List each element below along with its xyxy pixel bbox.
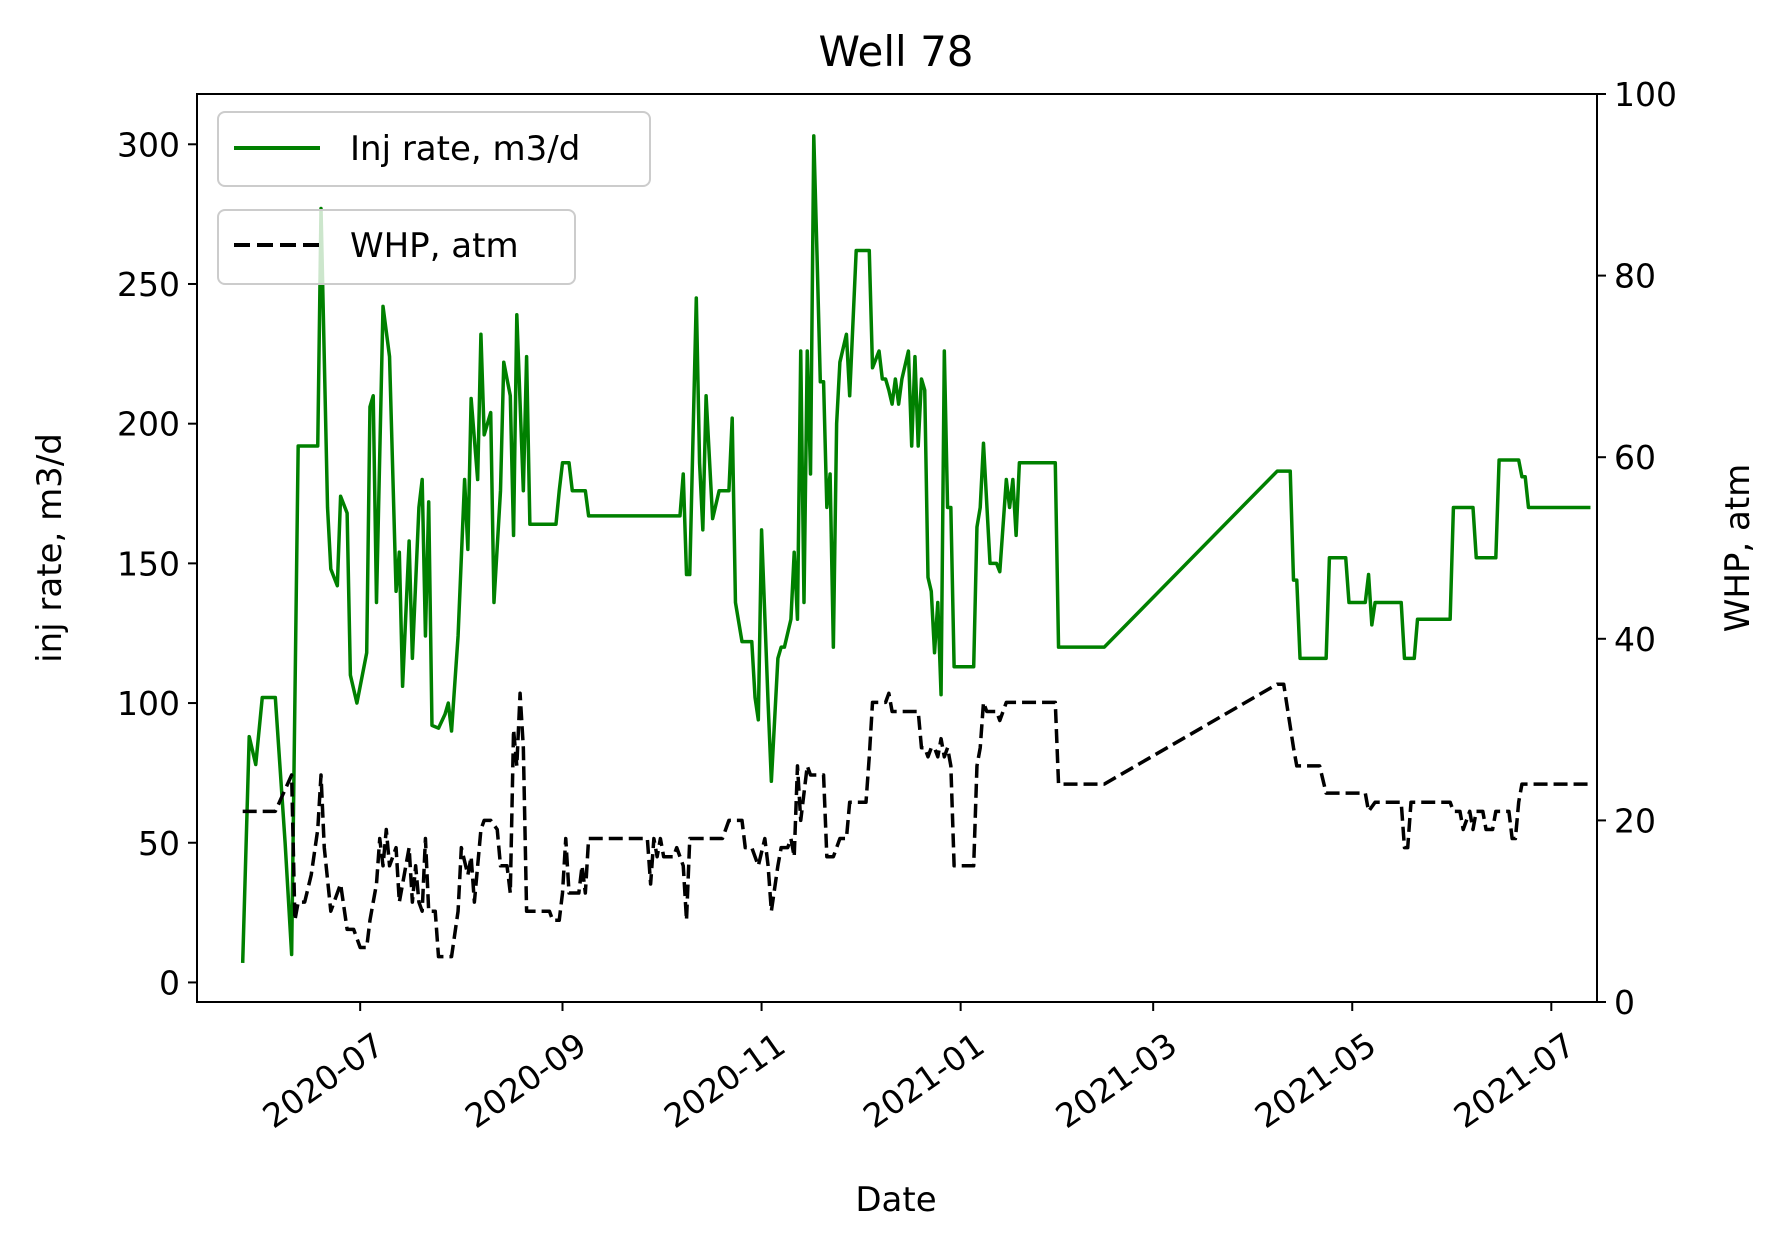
legend-inj-box xyxy=(217,111,651,187)
y-right-tick-label: 60 xyxy=(1614,438,1656,477)
x-axis-title: Date xyxy=(855,1180,936,1220)
inj-rate-line xyxy=(240,134,1591,963)
y-left-axis-title: inj rate, m3/d xyxy=(30,433,70,663)
y-right-tick-label: 0 xyxy=(1614,983,1635,1022)
y-right-axis-title: WHP, atm xyxy=(1718,464,1758,633)
y-right-tick-label: 100 xyxy=(1614,75,1677,114)
y-right-tick-label: 40 xyxy=(1614,620,1656,659)
plot-frame xyxy=(196,93,1598,1003)
legend-whp-label: WHP, atm xyxy=(350,226,519,266)
legend-inj-rate: Inj rate, m3/d xyxy=(217,111,651,187)
series-layer xyxy=(240,134,1591,963)
y-right-tick-label: 20 xyxy=(1614,801,1656,840)
whp-line xyxy=(242,682,1591,959)
y-left-tick-label: 150 xyxy=(117,544,180,583)
y-left-tick-label: 250 xyxy=(117,265,180,304)
y-right-tick-label: 80 xyxy=(1614,257,1656,296)
legend-inj-label: Inj rate, m3/d xyxy=(350,129,580,169)
y-left-tick-label: 0 xyxy=(159,963,180,1002)
legend-whp-box xyxy=(217,209,576,285)
y-left-tick-label: 100 xyxy=(117,684,180,723)
y-left-tick-label: 200 xyxy=(117,405,180,444)
y-left-tick-label: 50 xyxy=(138,824,180,863)
chart-title: Well 78 xyxy=(818,27,973,76)
y-left-tick-label: 300 xyxy=(117,125,180,164)
legend-whp: WHP, atm xyxy=(217,209,576,285)
